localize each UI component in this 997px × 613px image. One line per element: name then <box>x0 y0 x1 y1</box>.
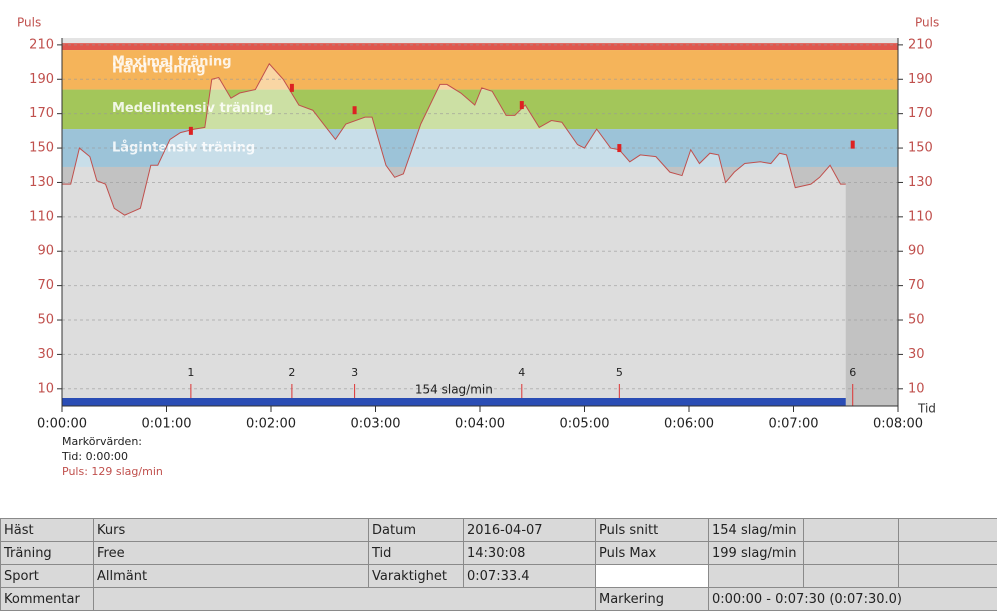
x-tick-label: 0:01:00 <box>141 417 191 432</box>
info-table: Häst Kurs Datum 2016-04-07 Puls snitt 154 sla… <box>0 518 997 611</box>
y-tick-label: 10 <box>37 381 54 396</box>
cell: Kommentar <box>0 587 94 611</box>
y2-tick-label: 190 <box>908 72 933 87</box>
chart: Puls Puls Tid Markörvärden: Tid: 0:00:00… <box>17 16 939 479</box>
marker-label: 6 <box>849 366 856 379</box>
x-tick-label: 0:03:00 <box>350 417 400 432</box>
y-tick-label: 150 <box>29 141 54 156</box>
marker-point <box>617 144 622 153</box>
y2-tick-label: 210 <box>908 37 933 52</box>
x-tick-label: 0:07:00 <box>768 417 818 432</box>
y2-tick-label: 150 <box>908 141 933 156</box>
y2-tick-label: 110 <box>908 209 933 224</box>
y-axis-label: Puls <box>17 16 41 30</box>
x-tick-label: 0:04:00 <box>455 417 505 432</box>
cell: Träning <box>0 541 94 565</box>
y-tick-label: 90 <box>37 244 54 259</box>
marker-point <box>850 140 855 149</box>
cell: 0:00:00 - 0:07:30 (0:07:30.0) <box>708 587 997 611</box>
cell: Sport <box>0 564 94 588</box>
x-tick-label: 0:05:00 <box>559 417 609 432</box>
y-tick-label: 30 <box>37 347 54 362</box>
marker-point <box>289 83 294 92</box>
plot-lower-background <box>62 166 898 406</box>
pulse-line <box>62 62 846 216</box>
zone-label: Maximal träning <box>112 55 232 70</box>
cell <box>93 587 596 611</box>
cell: 154 slag/min <box>708 518 804 542</box>
cell <box>803 564 899 588</box>
marker-point <box>188 126 193 135</box>
cell: Free <box>93 541 369 565</box>
zone-label: Medelintensiv träning <box>112 101 273 116</box>
cell: Markering <box>595 587 709 611</box>
x-axis-label: Tid <box>917 402 936 416</box>
average-bar <box>62 398 846 406</box>
y2-tick-label: 10 <box>908 381 925 396</box>
y-tick-label: 170 <box>29 106 54 121</box>
y-tick-label: 110 <box>29 209 54 224</box>
cell: Kurs <box>93 518 369 542</box>
cell <box>898 541 997 565</box>
cell <box>595 564 709 588</box>
marker-point <box>352 106 357 115</box>
marker-label: 3 <box>351 366 358 379</box>
zone <box>62 50 898 90</box>
y-tick-label: 190 <box>29 72 54 87</box>
cell <box>803 518 899 542</box>
y-tick-label: 50 <box>37 313 54 328</box>
cell: Allmänt <box>93 564 369 588</box>
marker-label: 4 <box>518 366 525 379</box>
x-tick-label: 0:08:00 <box>873 417 923 432</box>
y2-tick-label: 170 <box>908 106 933 121</box>
y2-axis-label: Puls <box>915 16 939 30</box>
cell <box>708 564 804 588</box>
y2-tick-label: 90 <box>908 244 925 259</box>
zone <box>62 43 898 51</box>
cell <box>803 541 899 565</box>
y-tick-label: 210 <box>29 37 54 52</box>
y2-tick-label: 130 <box>908 175 933 190</box>
marker-label: 1 <box>187 366 194 379</box>
marker-info-title: Markörvärden: <box>62 435 142 448</box>
cell <box>898 518 997 542</box>
marker-label: 5 <box>616 366 623 379</box>
marker-info-time: Tid: 0:00:00 <box>61 450 128 463</box>
y-tick-label: 70 <box>37 278 54 293</box>
cell: Puls snitt <box>595 518 709 542</box>
cell: Tid <box>368 541 464 565</box>
y2-tick-label: 30 <box>908 347 925 362</box>
cell: 0:07:33.4 <box>463 564 596 588</box>
cell: Puls Max <box>595 541 709 565</box>
y2-tick-label: 70 <box>908 278 925 293</box>
x-tick-label: 0:06:00 <box>664 417 714 432</box>
zone-label: Hård träning <box>112 62 206 77</box>
cell: 2016-04-07 <box>463 518 596 542</box>
area <box>62 63 846 406</box>
y2-tick-label: 50 <box>908 313 925 328</box>
cell: Varaktighet <box>368 564 464 588</box>
average-label: 154 slag/min <box>415 383 493 397</box>
cell: Datum <box>368 518 464 542</box>
x-tick-label: 0:00:00 <box>37 417 87 432</box>
zone <box>62 89 898 130</box>
cell: Häst <box>0 518 94 542</box>
x-tick-label: 0:02:00 <box>246 417 296 432</box>
cell <box>898 564 997 588</box>
cell: 14:30:08 <box>463 541 596 565</box>
cell: 199 slag/min <box>708 541 804 565</box>
marker-point <box>519 101 524 110</box>
marker-label: 2 <box>288 366 295 379</box>
marker-info-pulse: Puls: 129 slag/min <box>62 465 163 478</box>
y-tick-label: 130 <box>29 175 54 190</box>
